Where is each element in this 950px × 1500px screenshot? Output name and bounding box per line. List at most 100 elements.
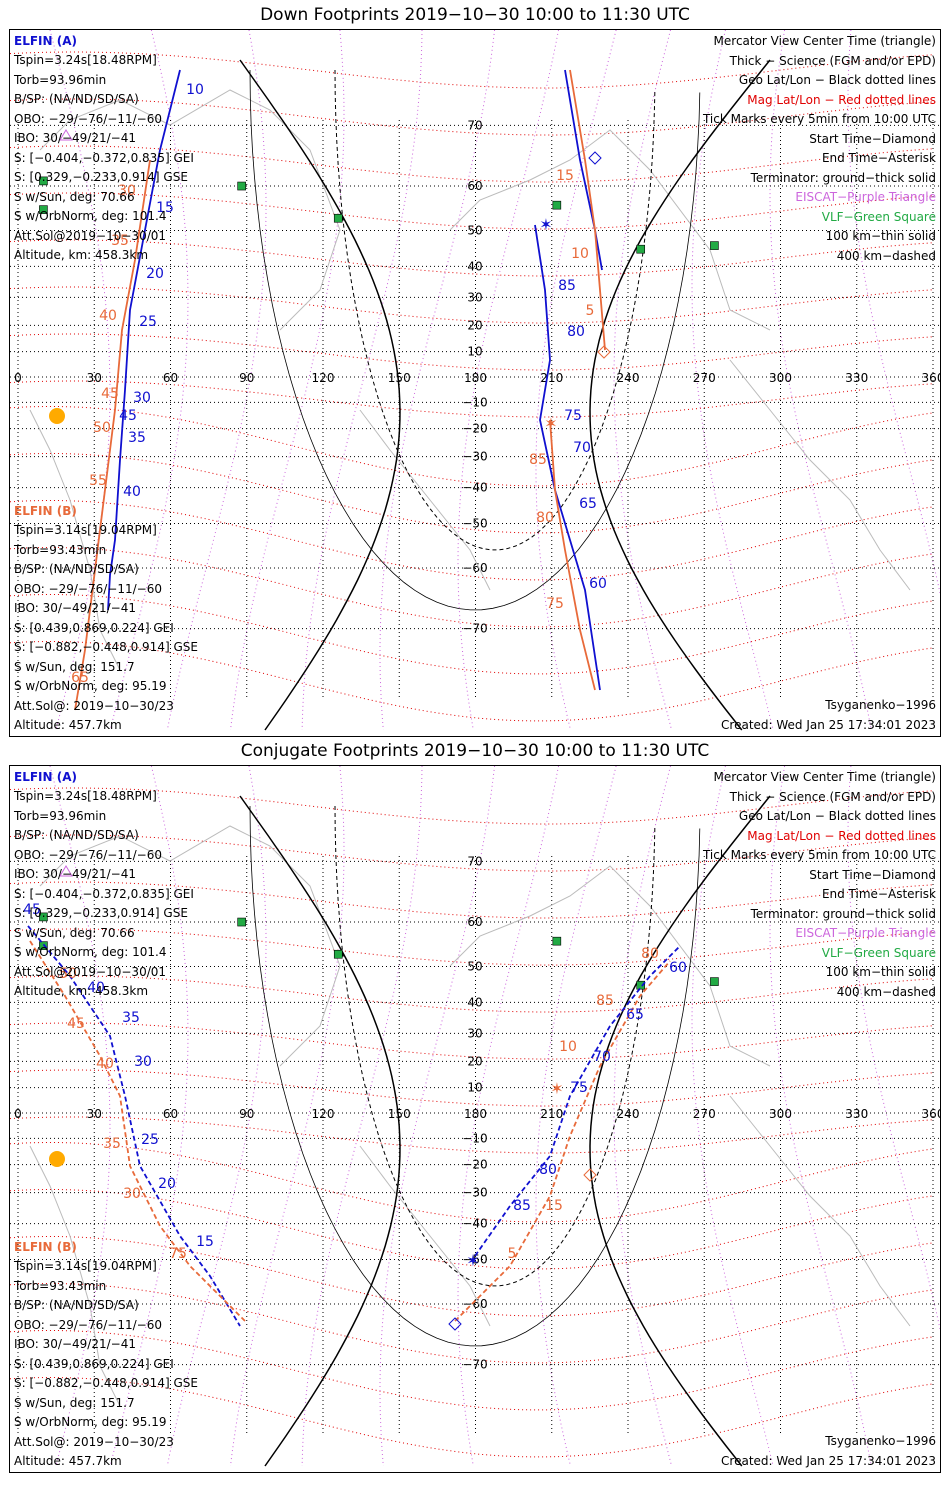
mag-lat-line xyxy=(10,239,935,277)
panel-title: Down Footprints 2019−10−30 10:00 to 11:3… xyxy=(260,5,690,25)
info-line: S w/Sun, deg: 151.7 xyxy=(14,659,135,674)
elfin-a-tick-label: 35 xyxy=(122,1010,140,1026)
oval-400km xyxy=(334,805,656,1287)
elfin-a-track xyxy=(564,69,603,271)
legend-item: Mercator View Center Time (triangle) xyxy=(713,34,936,48)
map-canvas: 0 30 60 90 120 150 180 210 240 270 300 330 360 70 60 50… xyxy=(10,766,941,1467)
mag-lat-line xyxy=(10,787,935,825)
lon-tick-label: 270 xyxy=(693,1107,716,1121)
mag-lon-line xyxy=(230,766,345,1467)
coastline xyxy=(359,1145,491,1327)
elfin-a-tick-label: 30 xyxy=(133,390,151,406)
info-line: Torb=93.96min xyxy=(14,72,107,87)
elfin-a-tick-label: 65 xyxy=(579,496,597,512)
vlf-station-square xyxy=(333,949,343,959)
mag-lon-line xyxy=(49,30,111,731)
eiscat-triangle xyxy=(59,865,73,877)
lat-tick-label: −60 xyxy=(462,561,487,575)
info-line: OBO: −29/−76/−11/−60 xyxy=(14,581,162,596)
elfin-b-title: ELFIN (B) xyxy=(14,1240,77,1254)
vlf-station-square xyxy=(636,244,646,254)
elfin-b-track xyxy=(454,960,671,1322)
elfin-b-tick-label: 85 xyxy=(596,993,614,1009)
info-line: S: [0.439,0.869,0.224] GEI xyxy=(14,620,174,635)
legend-item: Geo Lat/Lon − Black dotted lines xyxy=(738,73,936,87)
mag-lat-line xyxy=(10,1022,935,1060)
end-asterisk: ✶ xyxy=(466,1251,479,1270)
mag-lon-line xyxy=(847,766,940,1332)
terminator-line xyxy=(589,59,771,731)
coastline xyxy=(29,1145,121,1407)
elfin-a-tick-label: 60 xyxy=(589,576,607,592)
coastline xyxy=(449,129,771,331)
footer-model: Tsyganenko−1996 xyxy=(825,698,936,712)
sun-icon xyxy=(49,408,65,424)
lat-tick-label: −20 xyxy=(462,1158,487,1172)
info-line: Tspin=3.14s[19.04RPM] xyxy=(14,1259,157,1273)
legend-item: 100 km−thin solid xyxy=(825,229,936,243)
mag-lon-line xyxy=(769,30,872,731)
info-line: Tspin=3.14s[19.04RPM] xyxy=(14,523,157,537)
vlf-station-square xyxy=(552,200,562,210)
elfin-b-tick-label: 30 xyxy=(118,183,136,199)
lon-tick-label: 240 xyxy=(617,1107,640,1121)
lon-tick-label: 240 xyxy=(617,371,640,385)
elfin-b-tick-label: 85 xyxy=(529,452,547,468)
lat-tick-label: 30 xyxy=(467,1026,482,1040)
lat-tick-label: −30 xyxy=(462,450,487,464)
elfin-a-tick-label: 25 xyxy=(139,314,157,330)
lat-tick-label: 20 xyxy=(467,318,482,332)
info-line: Altitude, km: 458.3km xyxy=(14,984,149,998)
footer-model: Tsyganenko−1996 xyxy=(825,1434,936,1448)
vlf-station-square xyxy=(39,912,48,922)
elfin-b-tick-label: 80 xyxy=(641,946,659,962)
mag-lat-line xyxy=(10,380,935,418)
info-line: Att.Sol@: 2019−10−30/23 xyxy=(14,698,174,713)
elfin-b-tick-label: 30 xyxy=(123,1186,141,1202)
vlf-station-square xyxy=(237,181,246,191)
elfin-b-tick-label: 15 xyxy=(545,1198,563,1214)
lon-tick-label: 60 xyxy=(163,371,178,385)
mag-lon-line xyxy=(535,30,617,731)
mag-lon-line xyxy=(166,30,267,731)
info-line: S w/Sun, deg: 151.7 xyxy=(14,1395,135,1410)
info-line: OBO: −29/−76/−11/−60 xyxy=(14,1317,162,1332)
elfin-b-tick-label: 5 xyxy=(586,303,595,319)
start-diamond xyxy=(588,151,602,165)
elfin-b-track xyxy=(29,940,246,1322)
elfin-b-tick-label: 15 xyxy=(556,168,574,184)
info-line: S: [−0.882,−0.448,0.914] GSE xyxy=(14,640,198,654)
elfin-b-tick-label: 55 xyxy=(89,473,107,489)
legend-item: Mercator View Center Time (triangle) xyxy=(713,770,936,784)
info-line: S: [0.439,0.869,0.224] GEI xyxy=(14,1356,174,1371)
lon-tick-label: 150 xyxy=(388,1107,411,1121)
elfin-a-info: Tspin=3.24s[18.48RPM] Torb=93.96min B/SP… xyxy=(14,787,194,1002)
elfin-b-track xyxy=(549,419,596,691)
elfin-a-tick-label: 85 xyxy=(513,1198,531,1214)
lon-tick-label: 90 xyxy=(239,371,254,385)
elfin-b-tick-label: 75 xyxy=(546,596,564,612)
legend-item: Start Time−Diamond xyxy=(809,131,936,146)
legend-item: EISCAT−Purple Triangle xyxy=(795,926,936,940)
start-diamond xyxy=(448,1317,462,1331)
lon-tick-label: 270 xyxy=(693,371,716,385)
lat-tick-label: −70 xyxy=(462,1358,487,1372)
legend-item: EISCAT−Purple Triangle xyxy=(795,190,936,204)
lat-tick-label: 60 xyxy=(467,179,482,193)
legend: Mercator View Center Time (triangle) Thi… xyxy=(703,768,936,1002)
info-line: S w/Sun, deg: 70.66 xyxy=(14,925,135,940)
footer-created: Created: Wed Jan 25 17:34:01 2023 xyxy=(721,718,936,732)
mag-lat-line xyxy=(10,51,935,89)
lat-tick-label: −40 xyxy=(462,1217,487,1231)
info-line: S w/OrbNorm, deg: 101.4 xyxy=(14,945,167,959)
lon-tick-label: 360 xyxy=(922,1107,941,1121)
lon-tick-label: 30 xyxy=(87,371,102,385)
elfin-b-tick-label: 10 xyxy=(559,1039,577,1055)
vlf-station-square xyxy=(710,241,719,250)
info-line: S w/Sun, deg: 70.66 xyxy=(14,189,135,204)
legend-item: End Time−Asterisk xyxy=(821,151,936,165)
oval-100km xyxy=(249,805,701,1347)
oval-400km xyxy=(334,69,656,551)
info-line: S: [0.329,−0.233,0.914] GSE xyxy=(14,906,188,920)
terminator-line xyxy=(239,59,401,731)
